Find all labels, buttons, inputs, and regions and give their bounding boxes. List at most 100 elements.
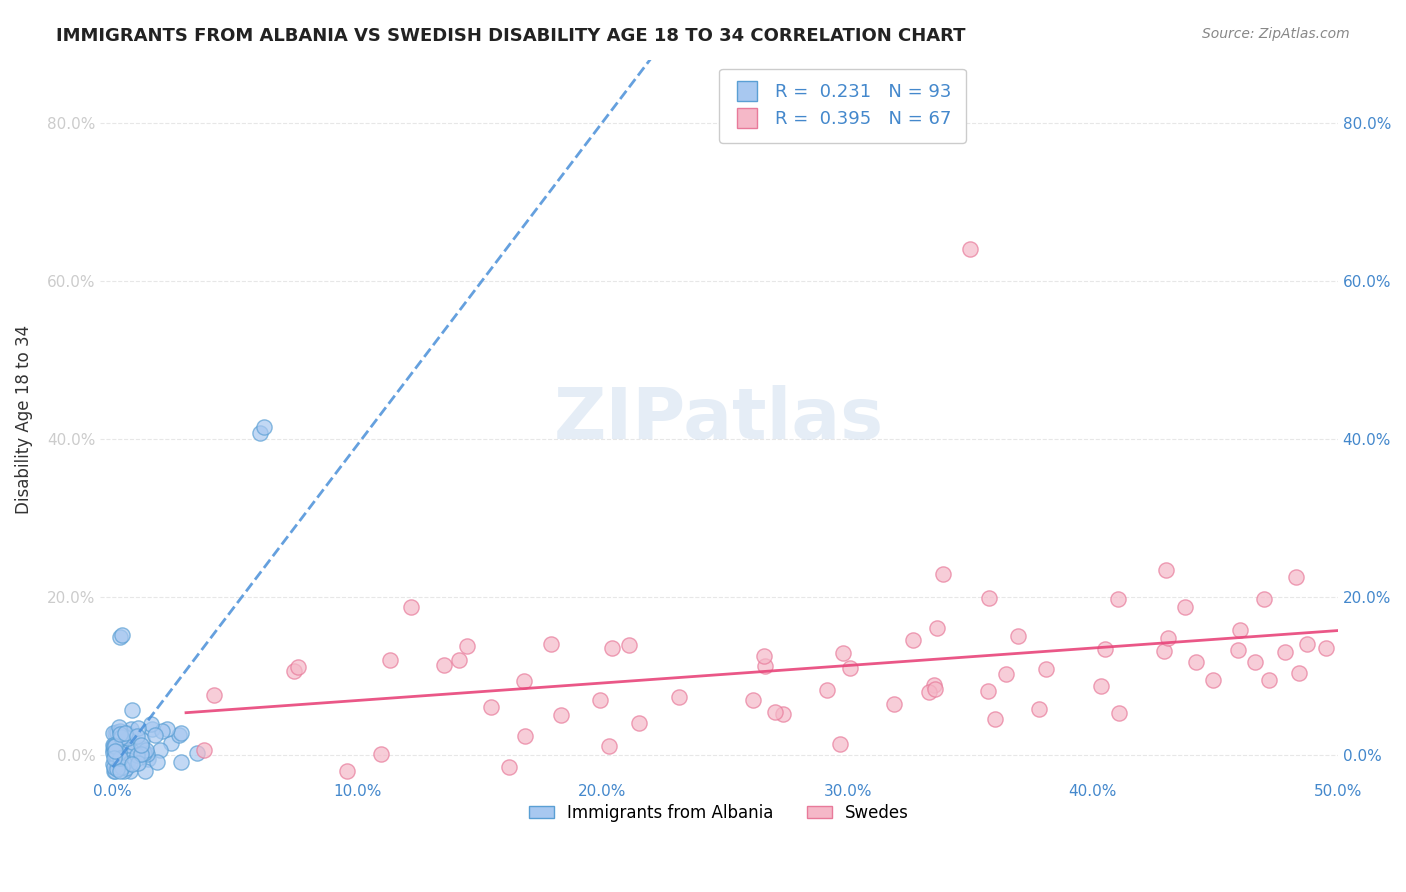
Point <box>141 717 163 731</box>
Point <box>1315 640 1337 655</box>
Point <box>141 722 163 736</box>
Point <box>110 724 132 739</box>
Point <box>108 739 131 753</box>
Point <box>103 740 125 755</box>
Point <box>103 764 125 778</box>
Point <box>901 632 924 647</box>
Point <box>135 742 157 756</box>
Point <box>117 731 139 745</box>
Point <box>145 756 167 770</box>
Point <box>754 658 776 673</box>
Point <box>481 699 503 714</box>
Point <box>152 723 174 738</box>
Point <box>619 638 641 652</box>
Point <box>121 756 143 771</box>
Point <box>763 706 786 720</box>
Point <box>103 751 125 765</box>
Point <box>186 747 208 761</box>
Point <box>984 712 1007 726</box>
Point <box>370 747 392 761</box>
Point <box>120 750 142 764</box>
Point <box>1153 643 1175 657</box>
Point <box>104 748 127 763</box>
Point <box>110 731 132 746</box>
Point <box>627 716 650 731</box>
Text: Source: ZipAtlas.com: Source: ZipAtlas.com <box>1202 27 1350 41</box>
Point <box>287 660 309 674</box>
Point <box>1253 591 1275 606</box>
Point <box>125 729 148 743</box>
Point <box>107 746 129 760</box>
Point <box>1288 665 1310 680</box>
Point <box>1185 655 1208 669</box>
Point <box>600 640 623 655</box>
Point <box>115 726 138 740</box>
Point <box>752 648 775 663</box>
Point <box>1244 656 1267 670</box>
Point <box>108 727 131 741</box>
Point <box>115 761 138 775</box>
Point <box>108 741 131 756</box>
Point <box>977 591 1000 606</box>
Point <box>108 751 131 765</box>
Point <box>131 747 153 761</box>
Point <box>115 749 138 764</box>
Point <box>513 674 536 689</box>
Point <box>101 739 124 753</box>
Point <box>103 738 125 752</box>
Point <box>1007 629 1029 643</box>
Point <box>249 425 271 440</box>
Point <box>114 749 136 764</box>
Point <box>925 621 948 635</box>
Point <box>108 761 131 775</box>
Point <box>456 640 478 654</box>
Point <box>1226 642 1249 657</box>
Point <box>127 721 149 735</box>
Y-axis label: Disability Age 18 to 34: Disability Age 18 to 34 <box>15 325 32 514</box>
Point <box>378 652 401 666</box>
Point <box>976 683 998 698</box>
Point <box>120 722 142 736</box>
Point <box>134 764 156 778</box>
Point <box>742 693 765 707</box>
Point <box>924 682 946 697</box>
Point <box>540 637 562 651</box>
Point <box>839 661 862 675</box>
Point <box>918 685 941 699</box>
Point <box>110 730 132 744</box>
Point <box>772 706 794 721</box>
Point <box>167 728 190 742</box>
Point <box>449 653 471 667</box>
Point <box>1094 641 1116 656</box>
Point <box>112 764 135 778</box>
Point <box>399 600 422 615</box>
Point <box>103 760 125 774</box>
Point <box>1295 637 1317 651</box>
Point <box>108 720 131 734</box>
Point <box>830 737 852 751</box>
Point <box>111 760 134 774</box>
Text: IMMIGRANTS FROM ALBANIA VS SWEDISH DISABILITY AGE 18 TO 34 CORRELATION CHART: IMMIGRANTS FROM ALBANIA VS SWEDISH DISAB… <box>56 27 966 45</box>
Point <box>1174 599 1197 614</box>
Point <box>124 743 146 757</box>
Point <box>170 755 193 769</box>
Point <box>105 735 128 749</box>
Point <box>115 748 138 763</box>
Point <box>104 745 127 759</box>
Point <box>932 566 955 581</box>
Text: ZIPatlas: ZIPatlas <box>554 384 884 454</box>
Point <box>193 743 215 757</box>
Point <box>1202 673 1225 687</box>
Point <box>598 739 620 753</box>
Point <box>1157 631 1180 645</box>
Point <box>105 750 128 764</box>
Point <box>995 667 1018 681</box>
Point <box>1258 673 1281 687</box>
Point <box>1274 645 1296 659</box>
Point <box>107 757 129 772</box>
Point <box>883 697 905 711</box>
Point <box>103 747 125 761</box>
Point <box>104 764 127 778</box>
Point <box>105 754 128 768</box>
Point <box>550 708 572 723</box>
